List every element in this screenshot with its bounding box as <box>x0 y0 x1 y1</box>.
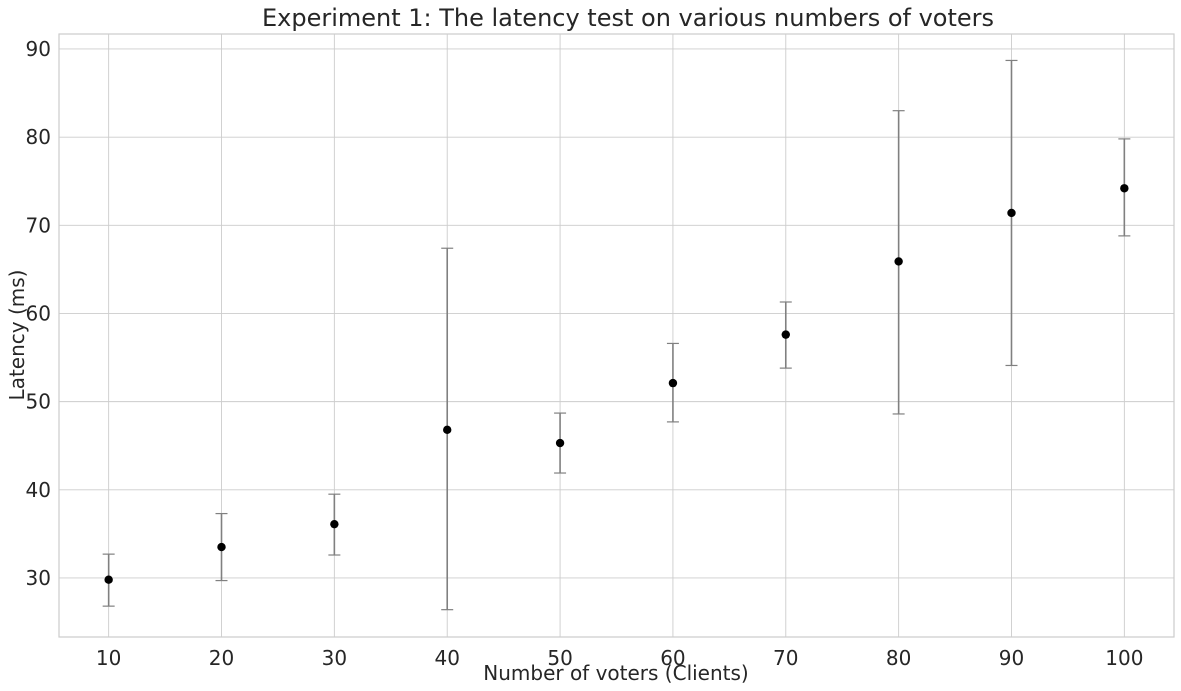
data-point <box>1120 184 1129 193</box>
y-axis-ticks: 30 40 50 60 70 80 90 <box>26 37 51 590</box>
y-tick-label: 90 <box>26 37 51 61</box>
x-tick-label: 60 <box>660 646 685 670</box>
data-point <box>217 542 226 552</box>
data-point <box>104 575 113 584</box>
x-axis-label: Number of voters (Clients) <box>483 661 748 685</box>
grid <box>59 34 1174 637</box>
error-bars <box>102 59 1131 611</box>
x-tick-label: 50 <box>547 646 572 670</box>
y-tick-label: 30 <box>26 566 51 590</box>
data-points <box>104 184 1129 584</box>
y-tick-label: 50 <box>26 390 51 414</box>
data-point <box>1007 208 1016 218</box>
x-axis-ticks: 10 20 30 40 50 60 70 80 90 100 <box>96 646 1144 670</box>
x-tick-label: 90 <box>999 646 1024 670</box>
y-axis-label: Latency (ms) <box>5 270 29 401</box>
y-tick-label: 80 <box>26 125 51 149</box>
data-point <box>894 257 903 266</box>
y-tick-label: 40 <box>26 478 51 502</box>
y-tick-label: 60 <box>26 301 51 325</box>
x-tick-label: 10 <box>96 646 121 670</box>
data-point <box>781 330 790 339</box>
data-point <box>443 425 452 435</box>
data-point <box>668 378 678 388</box>
x-tick-label: 40 <box>434 646 459 670</box>
x-tick-label: 30 <box>322 646 347 670</box>
x-tick-label: 100 <box>1105 646 1143 670</box>
x-tick-label: 70 <box>773 646 798 670</box>
data-point <box>555 438 565 448</box>
data-point <box>330 519 339 529</box>
chart-title: Experiment 1: The latency test on variou… <box>262 4 994 32</box>
x-tick-label: 20 <box>209 646 234 670</box>
y-tick-label: 70 <box>26 213 51 237</box>
x-tick-label: 80 <box>886 646 911 670</box>
plot-frame <box>58 33 1175 638</box>
